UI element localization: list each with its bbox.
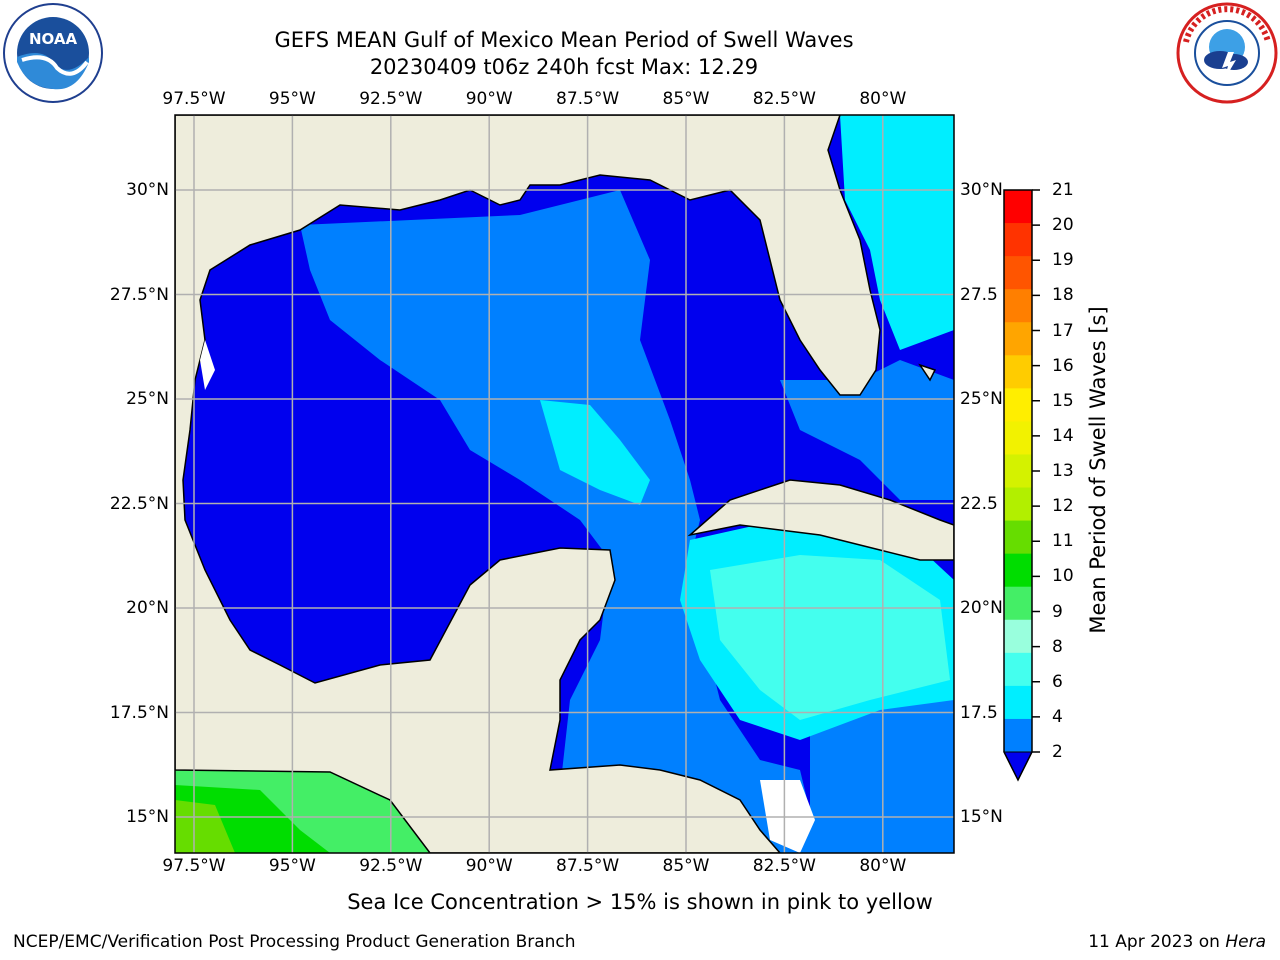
swell-band-6-8-caribbean [710, 555, 950, 720]
colorbar-tick-label: 2 [1052, 742, 1063, 762]
colorbar-tick-label: 20 [1052, 215, 1074, 236]
sea-ice-note-text: Sea Ice Concentration > 15% is shown in … [347, 890, 933, 914]
lon-label-bottom: 85°W [662, 856, 710, 876]
lon-label-bottom: 97.5°W [162, 856, 226, 876]
colorbar-segment [1004, 553, 1032, 588]
colorbar-tick-label: 12 [1052, 496, 1074, 517]
colorbar-tick-label: 9 [1052, 601, 1063, 622]
colorbar-tick-label: 8 [1052, 636, 1063, 657]
sea-ice-note: Sea Ice Concentration > 15% is shown in … [0, 890, 1280, 914]
lon-label-bottom: 92.5°W [359, 856, 423, 876]
colorbar-frame [1003, 189, 1033, 782]
lon-label-bottom: 87.5°W [556, 856, 620, 876]
lat-label-right: 22.5 [960, 493, 998, 514]
colorbar-segment [1004, 421, 1032, 455]
lat-label-left: 15°N [126, 807, 169, 827]
lat-label-left: 30°N [126, 180, 169, 200]
lat-label-right: 30°N [960, 180, 1003, 200]
colorbar-segment [1004, 223, 1032, 257]
lon-label-top: 95°W [268, 89, 316, 109]
colorbar-segment [1004, 190, 1032, 224]
colorbar-tick-label: 4 [1052, 706, 1063, 727]
colorbar-segment [1004, 289, 1032, 323]
colorbar [1003, 189, 1040, 782]
land-bahamas [918, 363, 937, 382]
lon-label-bottom: 95°W [268, 856, 316, 876]
swell-band-4-6-central [540, 400, 650, 505]
colorbar-segment [1004, 520, 1032, 555]
colorbar-segment [1004, 355, 1032, 389]
noaa-logo: NOAA [3, 3, 103, 103]
colorbar-tick-label: 21 [1052, 180, 1074, 200]
colorbar-tick-label: 19 [1052, 250, 1074, 271]
gridlines [175, 115, 954, 853]
colorbar-tick-label: 11 [1052, 531, 1074, 552]
colorbar-tick-label: 6 [1052, 671, 1063, 692]
lon-label-top: 87.5°W [556, 89, 620, 109]
lon-label-top: 82.5°W [752, 89, 816, 109]
land-cuba [687, 479, 954, 561]
lon-label-top: 90°W [465, 89, 513, 109]
lon-label-top: 97.5°W [162, 89, 226, 109]
colorbar-tick-label: 15 [1052, 390, 1074, 411]
colorbar-segment [1004, 586, 1032, 621]
swell-band-2-4 [300, 190, 820, 853]
colorbar-tick-label: 14 [1052, 425, 1074, 446]
colorbar-tick-label: 17 [1052, 320, 1074, 341]
lat-label-right: 27.5 [960, 284, 998, 305]
chart-subtitle: 20230409 t06z 240h fcst Max: 12.29 [369, 55, 759, 79]
lat-label-left: 22.5°N [109, 493, 169, 514]
colorbar-tick-label: 18 [1052, 285, 1074, 306]
lon-label-bottom: 90°W [465, 856, 513, 876]
colorbar-tick-label: 16 [1052, 355, 1074, 376]
lat-label-right: 15°N [960, 807, 1003, 827]
footer-host: Hera [1225, 932, 1266, 952]
chart-title: GEFS MEAN Gulf of Mexico Mean Period of … [274, 28, 854, 52]
national-weather-service-logo [1176, 2, 1278, 104]
land [175, 115, 954, 853]
lat-label-right: 25°N [960, 389, 1003, 409]
footer-date-text: 11 Apr 2023 on [1088, 932, 1226, 952]
lat-label-right: 20°N [960, 598, 1003, 618]
colorbar-segment [1004, 256, 1032, 290]
svg-text:NOAA: NOAA [29, 30, 78, 48]
swell-band-4-6-atlantic [840, 115, 954, 350]
colorbar-segment [1004, 322, 1032, 356]
colorbar-segment [1004, 652, 1032, 687]
colorbar-segment [1004, 619, 1032, 654]
footer-branch: NCEP/EMC/Verification Post Processing Pr… [13, 932, 576, 952]
footer-date: 11 Apr 2023 on Hera [1088, 932, 1266, 952]
lon-label-top: 92.5°W [359, 89, 423, 109]
map-frame [174, 114, 955, 854]
colorbar-segment [1004, 685, 1032, 720]
colorbar-tick-label: 13 [1052, 461, 1074, 481]
lat-label-right: 17.5 [960, 702, 998, 723]
lat-label-left: 25°N [126, 389, 169, 409]
lon-label-bottom: 82.5°W [752, 856, 816, 876]
colorbar-segment [1004, 454, 1032, 489]
lon-label-top: 80°W [859, 89, 907, 109]
colorbar-tick-label: 10 [1052, 566, 1074, 587]
swell-band-pacific-11-12 [175, 800, 235, 853]
lat-label-left: 27.5°N [109, 284, 169, 305]
swell-band-2-4-south [810, 690, 954, 853]
lat-label-left: 17.5°N [109, 702, 169, 723]
lon-label-bottom: 80°W [859, 856, 907, 876]
land-north-america [175, 115, 881, 853]
swell-band-2-4-east [780, 360, 954, 500]
colorbar-segment [1004, 388, 1032, 422]
colorbar-label: Mean Period of Swell Waves [s] [1086, 306, 1110, 634]
lat-label-left: 20°N [126, 598, 169, 618]
colorbar-segment [1004, 487, 1032, 522]
lon-label-top: 85°W [662, 89, 710, 109]
colorbar-under-arrow [1003, 751, 1033, 782]
colorbar-segment [1004, 718, 1032, 753]
